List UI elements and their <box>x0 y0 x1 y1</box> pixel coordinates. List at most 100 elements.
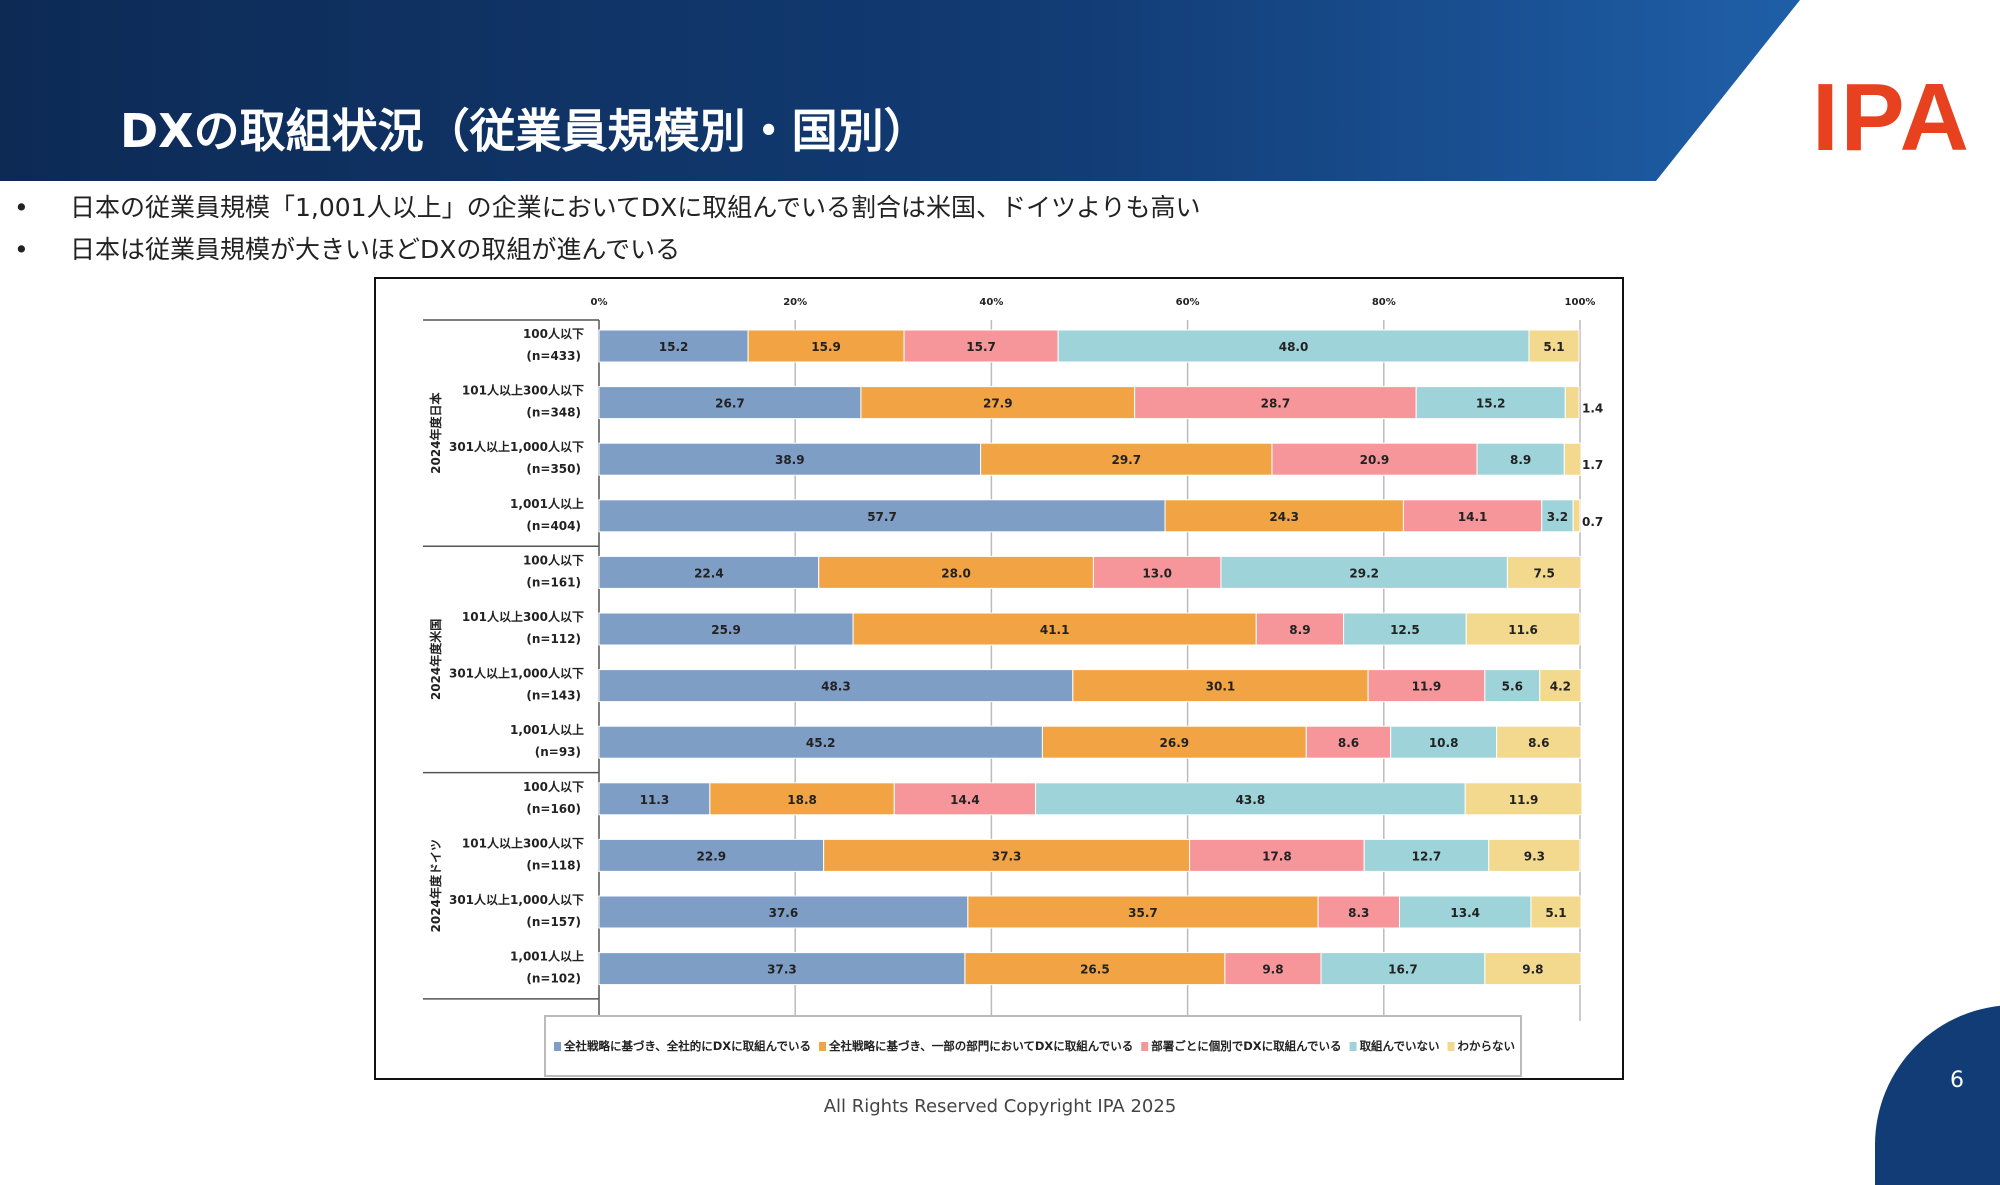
page-title: DXの取組状況（従業員規模別・国別） <box>120 104 930 158</box>
data-label: 9.3 <box>1524 849 1545 863</box>
data-label: 5.6 <box>1502 680 1523 694</box>
bar-segment <box>598 442 982 476</box>
row-label: 301人以上1,000人以下 <box>449 892 584 907</box>
bar-segment <box>1164 499 1404 533</box>
data-label: 48.0 <box>1279 340 1309 354</box>
bar-segment <box>1255 612 1345 646</box>
row-label: 301人以上1,000人以下 <box>449 666 584 681</box>
row-n-label: (n=93) <box>535 745 581 759</box>
data-label: 24.3 <box>1269 510 1299 524</box>
data-label: 15.7 <box>966 340 996 354</box>
row-n-label: (n=350) <box>526 462 581 476</box>
bar-segment <box>1343 612 1467 646</box>
row-label: 100人以下 <box>523 779 584 794</box>
bar-segment <box>1464 782 1583 816</box>
data-label: 1.7 <box>1582 458 1603 472</box>
x-tick-label: 80% <box>1372 297 1396 308</box>
row-n-label: (n=160) <box>526 802 581 816</box>
data-label: 1.4 <box>1582 402 1603 416</box>
data-label: 41.1 <box>1040 623 1070 637</box>
row-n-label: (n=102) <box>526 972 581 986</box>
bar-segment <box>818 555 1094 589</box>
page-number: 6 <box>1950 1068 1964 1093</box>
bar-segment <box>598 725 1043 759</box>
data-label: 30.1 <box>1206 680 1236 694</box>
bar-segment <box>598 782 711 816</box>
bar-segment <box>852 612 1257 646</box>
data-label: 3.2 <box>1547 510 1568 524</box>
data-label: 28.7 <box>1261 397 1291 411</box>
corner-decoration <box>1875 1005 2000 1185</box>
bar-segment <box>1541 499 1574 533</box>
group-label: 2024年度ドイツ <box>428 839 443 932</box>
legend-swatch <box>819 1042 827 1051</box>
data-label: 17.8 <box>1262 849 1292 863</box>
legend-swatch <box>1447 1042 1455 1051</box>
data-label: 29.7 <box>1111 453 1141 467</box>
data-label: 22.4 <box>694 566 724 580</box>
data-label: 11.3 <box>640 793 670 807</box>
copyright: All Rights Reserved Copyright IPA 2025 <box>823 1096 1177 1117</box>
data-label: 57.7 <box>867 510 897 524</box>
bar-segment <box>1072 669 1369 703</box>
row-label: 100人以下 <box>523 552 584 567</box>
legend-swatch <box>1349 1042 1357 1051</box>
row-label: 101人以上300人以下 <box>462 835 584 850</box>
bar-segment <box>1317 895 1400 929</box>
row-label: 1,001人以上 <box>510 949 584 964</box>
bar-segment <box>1564 386 1580 420</box>
stacked-bar-chart: 0% 20% 40% 60% 80% 100% 2024年度日本 100人以下 (n=433) 1… <box>423 297 1603 1077</box>
data-label: 25.9 <box>711 623 741 637</box>
data-label: 8.6 <box>1338 736 1359 750</box>
legend-label: 取組んでいない <box>1360 1039 1440 1053</box>
data-label: 0.7 <box>1582 515 1603 529</box>
row-n-label: (n=404) <box>526 519 581 533</box>
bar-segment <box>1092 555 1222 589</box>
data-label: 22.9 <box>697 849 727 863</box>
data-label: 8.9 <box>1510 453 1531 467</box>
data-label: 11.9 <box>1412 680 1442 694</box>
data-label: 7.5 <box>1534 566 1555 580</box>
row-label: 301人以上1,000人以下 <box>449 439 584 454</box>
bar-segment <box>903 329 1059 363</box>
bar-segment <box>1220 555 1508 589</box>
row-label: 101人以上300人以下 <box>462 609 584 624</box>
bar-segment <box>1415 386 1566 420</box>
data-label: 15.2 <box>1476 397 1506 411</box>
bar-segment <box>823 838 1191 872</box>
data-label: 26.9 <box>1160 736 1190 750</box>
legend-swatch <box>1141 1042 1149 1051</box>
data-label: 14.1 <box>1458 510 1488 524</box>
data-label: 35.7 <box>1128 906 1158 920</box>
group-label: 2024年度日本 <box>428 392 443 473</box>
x-tick-label: 40% <box>979 297 1003 308</box>
data-label: 20.9 <box>1360 453 1390 467</box>
bar-segment <box>1367 669 1486 703</box>
bar-segment <box>1305 725 1392 759</box>
bar-segment <box>1402 499 1543 533</box>
bar-segment <box>1320 952 1486 986</box>
data-label: 28.0 <box>941 566 971 580</box>
row-n-label: (n=161) <box>526 575 581 589</box>
legend-label: 全社戦略に基づき、全社的にDXに取組んでいる <box>563 1039 811 1053</box>
data-label: 4.2 <box>1550 680 1571 694</box>
bar-segment <box>1057 329 1530 363</box>
data-label: 18.8 <box>787 793 817 807</box>
data-label: 5.1 <box>1543 340 1564 354</box>
x-tick-label: 20% <box>783 297 807 308</box>
row-n-label: (n=348) <box>526 406 581 420</box>
legend-box <box>544 1015 1522 1077</box>
data-label: 11.9 <box>1509 793 1539 807</box>
chart-frame: 0% 20% 40% 60% 80% 100% 2024年度日本 100人以下 (n=433) 1… <box>374 277 1624 1080</box>
bar-segment <box>598 838 825 872</box>
row-label: 101人以上300人以下 <box>462 383 584 398</box>
data-label: 14.4 <box>950 793 980 807</box>
bar-segment <box>598 555 820 589</box>
bar-segment <box>598 952 966 986</box>
bar-segment <box>1271 442 1478 476</box>
bar-segment <box>598 612 854 646</box>
bar-segment <box>598 499 1166 533</box>
bar-segment <box>1041 725 1307 759</box>
bar-segment <box>1390 725 1498 759</box>
legend-label: 部署ごとに個別でDXに取組んでいる <box>1151 1039 1341 1053</box>
